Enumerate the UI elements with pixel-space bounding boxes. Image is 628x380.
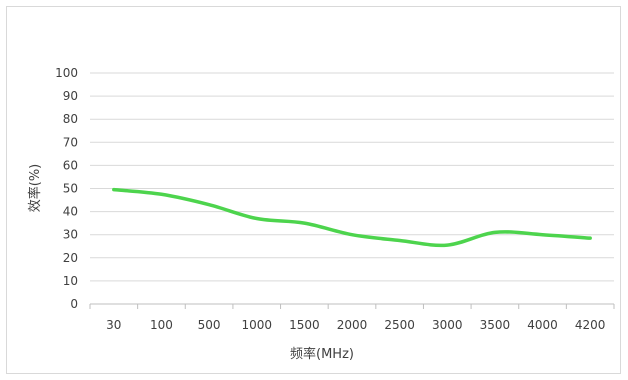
y-tick-label: 60 <box>63 158 78 172</box>
x-tick-label: 1500 <box>289 318 320 332</box>
y-tick-label: 0 <box>70 297 78 311</box>
series-line <box>112 187 592 248</box>
y-tick-label: 20 <box>63 251 78 265</box>
y-tick-label: 50 <box>63 182 78 196</box>
x-tick-labels: 30 100 500 1000 1500 2000 2500 3000 3500 4000 4200 <box>106 318 605 332</box>
gridlines <box>89 72 615 309</box>
x-tick-label: 3000 <box>432 318 463 332</box>
y-tick-label: 40 <box>63 205 78 219</box>
x-tick-label: 100 <box>150 318 173 332</box>
x-tick-label: 1000 <box>241 318 272 332</box>
y-tick-label: 100 <box>55 66 78 80</box>
x-tick-label: 4200 <box>575 318 606 332</box>
x-tick-label: 4000 <box>527 318 558 332</box>
x-axis-title: 频率(MHz) <box>290 346 354 362</box>
x-tick-label: 2000 <box>337 318 368 332</box>
x-tick-label: 3500 <box>480 318 511 332</box>
x-tick-label: 30 <box>106 318 121 332</box>
x-tick-label: 500 <box>198 318 221 332</box>
y-tick-label: 90 <box>63 89 78 103</box>
y-axis-title: 效率(%) <box>27 164 43 213</box>
series-group <box>112 187 592 248</box>
y-tick-label: 70 <box>63 135 78 149</box>
y-tick-labels: 0 10 20 30 40 50 60 70 80 90 100 <box>55 66 78 311</box>
x-tick-label: 2500 <box>384 318 415 332</box>
y-tick-label: 10 <box>63 274 78 288</box>
y-tick-label: 80 <box>63 112 78 126</box>
chart-frame <box>6 6 621 374</box>
y-tick-label: 30 <box>63 228 78 242</box>
